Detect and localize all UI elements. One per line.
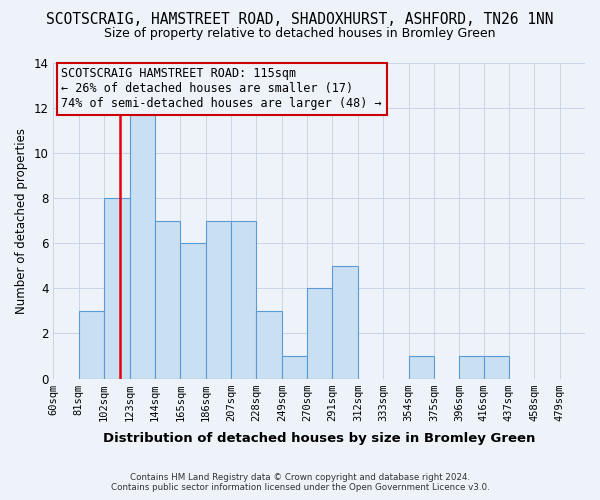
Bar — [155, 220, 180, 378]
Bar — [409, 356, 434, 378]
Bar — [231, 220, 256, 378]
Bar — [79, 311, 104, 378]
Bar — [256, 311, 282, 378]
Bar — [282, 356, 307, 378]
Bar — [206, 220, 231, 378]
Bar — [460, 356, 484, 378]
Text: Contains HM Land Registry data © Crown copyright and database right 2024.
Contai: Contains HM Land Registry data © Crown c… — [110, 473, 490, 492]
Bar — [130, 108, 155, 378]
Text: Size of property relative to detached houses in Bromley Green: Size of property relative to detached ho… — [104, 28, 496, 40]
X-axis label: Distribution of detached houses by size in Bromley Green: Distribution of detached houses by size … — [103, 432, 535, 445]
Bar — [332, 266, 358, 378]
Bar — [104, 198, 130, 378]
Text: SCOTSCRAIG HAMSTREET ROAD: 115sqm
← 26% of detached houses are smaller (17)
74% : SCOTSCRAIG HAMSTREET ROAD: 115sqm ← 26% … — [61, 67, 382, 110]
Text: SCOTSCRAIG, HAMSTREET ROAD, SHADOXHURST, ASHFORD, TN26 1NN: SCOTSCRAIG, HAMSTREET ROAD, SHADOXHURST,… — [46, 12, 554, 28]
Bar — [180, 243, 206, 378]
Bar — [307, 288, 332, 378]
Bar — [484, 356, 509, 378]
Y-axis label: Number of detached properties: Number of detached properties — [15, 128, 28, 314]
